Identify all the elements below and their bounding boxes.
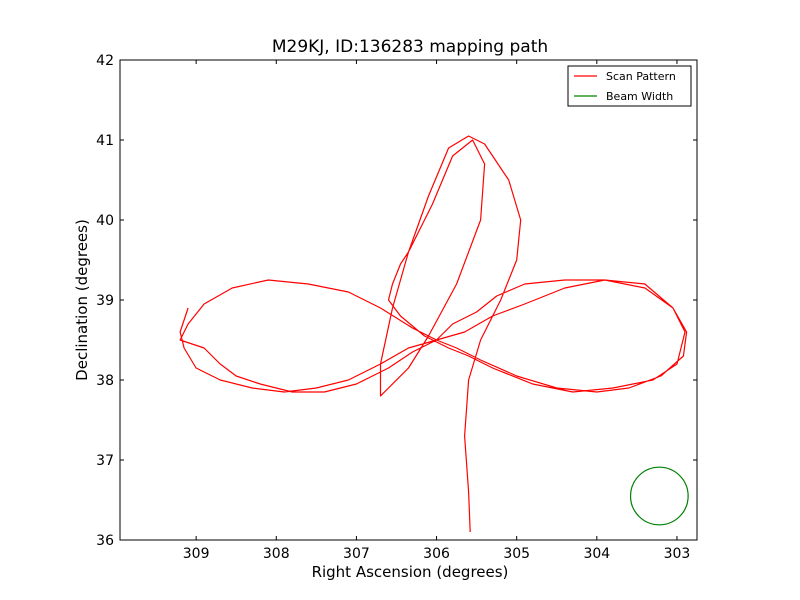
- legend-label-beam-width: Beam Width: [606, 90, 673, 103]
- x-tick-label: 303: [664, 546, 691, 562]
- beam-width-circle: [629, 466, 689, 526]
- y-tick-label: 41: [96, 133, 114, 149]
- x-tick-label: 305: [503, 546, 530, 562]
- y-tick-label: 36: [96, 533, 114, 549]
- y-tick-label: 42: [96, 53, 114, 69]
- chart-title: M29KJ, ID:136283 mapping path: [272, 37, 548, 57]
- tick-layer: 309 308 307 306 305 304 303 36 37 38 39 40 41 42: [96, 53, 697, 562]
- y-tick-label: 37: [96, 453, 114, 469]
- x-tick-label: 306: [423, 546, 450, 562]
- scan-pattern-line: [179, 135, 688, 533]
- x-tick-label: 309: [183, 546, 210, 562]
- legend: Scan Pattern Beam Width: [567, 65, 692, 107]
- y-tick-label: 39: [96, 293, 114, 309]
- x-tick-label: 304: [583, 546, 610, 562]
- x-tick-label: 308: [263, 546, 290, 562]
- legend-box: [567, 65, 692, 107]
- legend-label-scan-pattern: Scan Pattern: [606, 70, 676, 83]
- x-axis-label: Right Ascension (degrees): [312, 563, 509, 581]
- y-tick-label: 38: [96, 373, 114, 389]
- y-axis-label: Declination (degrees): [73, 219, 91, 381]
- x-tick-label: 307: [343, 546, 370, 562]
- y-tick-label: 40: [96, 213, 114, 229]
- plot-data-layer: [179, 135, 689, 533]
